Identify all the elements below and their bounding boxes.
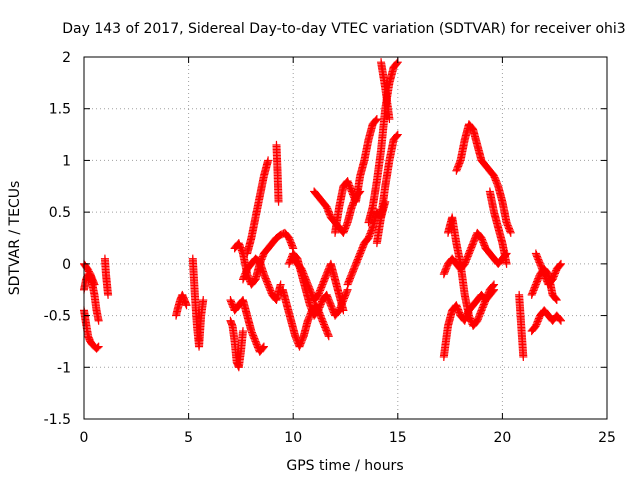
- data-point: [324, 332, 333, 341]
- data-point-interp: [551, 295, 560, 304]
- data-point: [393, 130, 402, 139]
- y-tick-label: -1.5: [44, 412, 71, 428]
- grid-lines: [84, 57, 607, 419]
- data-point-interp: [556, 260, 565, 269]
- data-point: [556, 259, 565, 268]
- data-point: [552, 296, 561, 305]
- data-point: [104, 290, 113, 299]
- data-point: [182, 301, 191, 310]
- y-tick-label: 1: [62, 153, 71, 169]
- x-tick-label: 10: [284, 430, 302, 446]
- chart-title: Day 143 of 2017, Sidereal Day-to-day VTE…: [62, 21, 625, 37]
- data-point: [90, 280, 99, 289]
- y-tick-label: 2: [62, 50, 71, 66]
- data-point: [506, 228, 515, 237]
- data-point-interp: [392, 131, 401, 140]
- data-point: [274, 197, 283, 206]
- y-tick-label: -1: [57, 360, 71, 376]
- data-point: [372, 115, 381, 124]
- data-point-interp: [259, 343, 268, 352]
- data-point: [238, 327, 247, 336]
- x-tick-label: 0: [80, 430, 89, 446]
- data-point: [556, 316, 565, 325]
- y-tick-label: 0.5: [49, 205, 71, 221]
- x-tick-label: 25: [598, 430, 616, 446]
- data-point: [385, 115, 394, 124]
- data-point: [276, 280, 285, 289]
- data-point: [519, 352, 528, 361]
- data-point: [259, 342, 268, 351]
- plot-frame: [83, 56, 608, 420]
- data-point-interp: [556, 315, 565, 324]
- data-point-interp: [392, 59, 401, 68]
- data-point: [502, 259, 511, 268]
- y-axis-label: SDTVAR / TECUs: [7, 181, 23, 296]
- data-point-interp: [489, 281, 498, 290]
- x-tick-label: 15: [389, 430, 407, 446]
- y-tick-label: 1.5: [49, 102, 71, 118]
- y-tick-label: -0.5: [44, 309, 71, 325]
- data-point: [94, 342, 103, 351]
- x-axis-label: GPS time / hours: [286, 458, 403, 474]
- y-tick-label: 0: [62, 257, 71, 273]
- data-point: [264, 156, 273, 165]
- data-point-interp: [93, 343, 102, 352]
- data-points: [80, 58, 565, 372]
- x-tick-label: 20: [493, 430, 511, 446]
- data-point-interp: [372, 116, 381, 125]
- axis-ticks: 0 5 10 15 20 25 -1.5 -1 -0.5 0 0.5 1 1.5 2: [44, 50, 616, 446]
- data-point: [490, 280, 499, 289]
- data-point: [94, 316, 103, 325]
- x-tick-label: 5: [184, 430, 193, 446]
- data-point: [199, 296, 208, 305]
